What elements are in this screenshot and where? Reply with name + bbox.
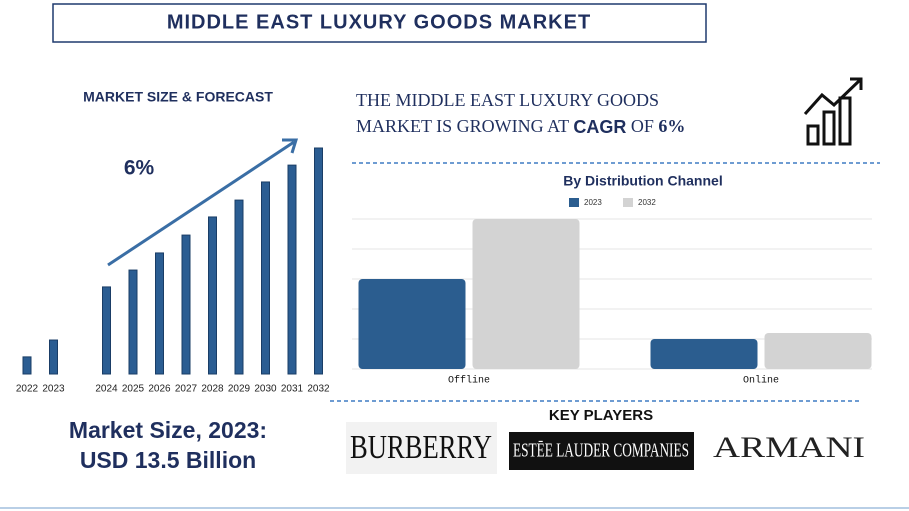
title-box [52,3,707,43]
x-tick-label: 2029 [228,384,251,395]
bar [472,219,580,369]
bar [49,339,58,375]
trend-arrow [107,140,295,267]
headline-value: 6% [658,116,685,136]
x-tick-label: 2025 [122,384,145,395]
logo-estee-lauder: ESTĒE LAUDER COMPANIES [513,440,689,462]
growth-icon [803,77,863,146]
headline-line2: MARKET IS GROWING AT CAGR OF 6% [356,116,685,137]
x-tick-label: 2026 [148,384,171,395]
x-tick-label: Online [743,375,779,387]
x-tick-label: 2022 [16,384,39,395]
annotation: 6% [124,157,155,180]
headline-part: MARKET IS GROWING AT [356,116,569,136]
x-tick-label: 2028 [201,384,224,395]
x-tick-label: 2023 [42,384,65,395]
bar [234,199,244,375]
bar [102,286,111,375]
x-tick-label: 2027 [175,384,198,395]
logo-box [346,422,497,474]
legend-label: 2032 [638,198,656,207]
bar [764,333,872,369]
bar [155,252,164,375]
bar [128,269,138,375]
bar [181,234,191,375]
arrow-head [282,138,299,154]
headline-part: OF [631,116,654,136]
bar [261,181,270,375]
x-tick-label: 2030 [254,384,277,395]
logo-burberry: BURBERRY [350,429,492,466]
legend-label: 2023 [584,198,602,207]
x-tick-label: 2032 [307,384,330,395]
bar [287,164,297,375]
bar [208,216,217,375]
headline-cagr: CAGR [573,117,626,137]
legend-swatch [623,198,633,207]
legend-swatch [569,198,579,207]
key-players-title: KEY PLAYERS [549,407,653,424]
bar [650,339,758,369]
market-size-value: USD 13.5 Billion [80,447,256,473]
bar [358,279,466,369]
bar [314,147,323,375]
left-chart-title: MARKET SIZE & FORECAST [83,89,273,105]
x-tick-label: 2031 [281,384,304,395]
logo-box [509,432,694,470]
title: MIDDLE EAST LUXURY GOODS MARKET [167,11,591,33]
headline-line1: THE MIDDLE EAST LUXURY GOODS [356,90,659,110]
logo-armani: ARMANI [713,431,865,464]
right-chart-title: By Distribution Channel [563,173,722,189]
market-size-label: Market Size, 2023: [69,417,267,443]
bar [22,356,32,375]
x-tick-label: Offline [448,375,490,387]
x-tick-label: 2024 [95,384,118,395]
